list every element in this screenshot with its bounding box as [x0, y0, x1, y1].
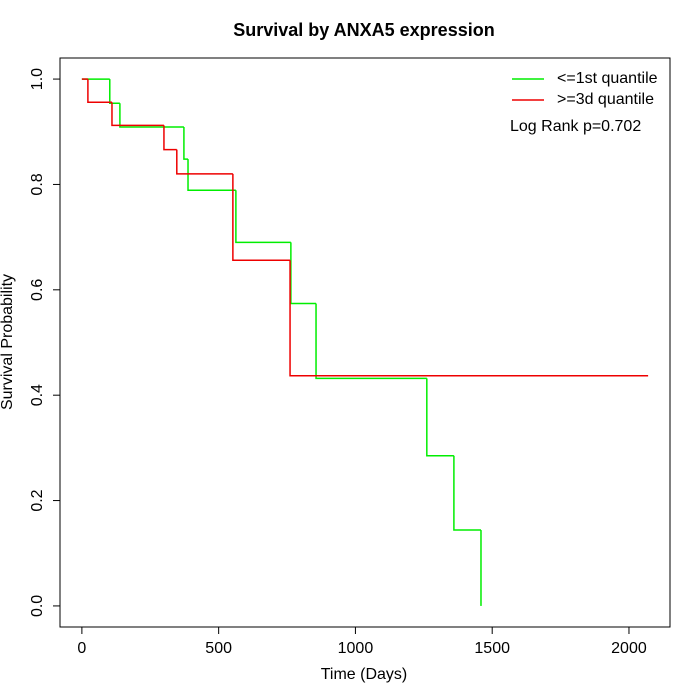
x-tick-label: 1500 — [474, 640, 510, 657]
survival-step — [315, 303, 427, 380]
survival-step — [119, 103, 184, 128]
plot-frame — [59, 57, 671, 628]
legend-label: <=1st quantile — [557, 70, 658, 87]
survival-step — [163, 125, 177, 151]
x-tick-label: 0 — [77, 640, 86, 657]
annotation: Log Rank p=0.702 — [510, 118, 641, 135]
survival-step — [183, 127, 189, 160]
survival-step — [187, 159, 236, 191]
survival-step — [426, 378, 454, 457]
x-tick-label: 500 — [205, 640, 232, 657]
survival-step — [87, 79, 112, 104]
y-tick-label: 0.6 — [29, 279, 46, 301]
survival-step — [109, 79, 120, 105]
chart-title: Survival by ANXA5 expression — [233, 20, 494, 40]
survival-step — [176, 149, 233, 175]
x-axis-title: Time (Days) — [321, 666, 408, 683]
x-tick-label: 1000 — [338, 640, 374, 657]
survival-step — [111, 102, 164, 127]
y-tick-label: 1.0 — [29, 68, 46, 90]
survival-step — [290, 242, 317, 305]
x-tick-label: 2000 — [611, 640, 647, 657]
survival-step — [453, 455, 481, 531]
survival-step — [232, 173, 291, 262]
y-tick-label: 0.2 — [29, 489, 46, 511]
y-tick-label: 0.4 — [29, 384, 46, 406]
y-tick-label: 0.8 — [29, 173, 46, 195]
survival-step — [235, 190, 291, 244]
legend-label: >=3d quantile — [557, 91, 654, 108]
y-axis-title: Survival Probability — [0, 274, 16, 410]
y-tick-label: 0.0 — [29, 595, 46, 617]
survival-step — [289, 260, 649, 377]
